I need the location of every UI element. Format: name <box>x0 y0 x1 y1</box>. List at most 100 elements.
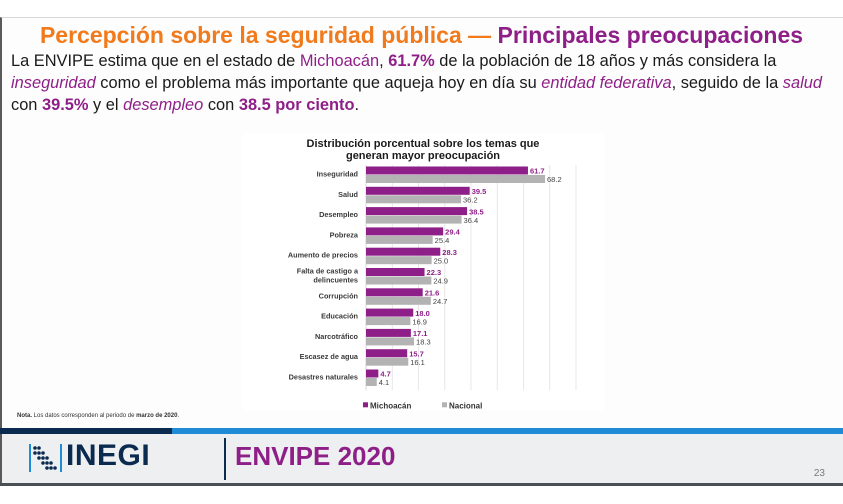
data-label-michoacan: 28.3 <box>442 248 457 257</box>
bar-nacional <box>366 378 377 386</box>
category-label: Salud <box>338 190 358 199</box>
legend-label-michoacan: Michoacán <box>370 401 411 410</box>
bar-nacional <box>366 337 415 346</box>
lead-text: con <box>203 96 239 114</box>
chart-title: Distribución porcentual sobre los temas … <box>307 138 540 150</box>
data-label-michoacan: 61.7 <box>530 167 545 176</box>
bar-michoacan <box>366 268 425 276</box>
bar-nacional <box>366 357 409 366</box>
bar-nacional <box>366 235 433 244</box>
bar-michoacan <box>366 349 408 358</box>
data-label-nacional: 36.2 <box>463 196 478 205</box>
lead-term-salud: salud <box>782 74 822 92</box>
category-label: Escasez de agua <box>300 352 359 361</box>
lead-value-inseguridad: 61.7% <box>388 52 435 70</box>
bar-michoacan <box>366 369 379 378</box>
category-label: Narcotráfico <box>315 332 359 341</box>
bar-nacional <box>366 296 431 305</box>
inegi-logo-text: INEGI <box>66 439 151 472</box>
data-label-nacional: 16.1 <box>410 358 425 367</box>
data-label-michoacan: 22.3 <box>427 268 442 277</box>
title-subtopic: Principales preocupaciones <box>497 22 804 48</box>
category-label: Desastres naturales <box>289 373 358 382</box>
data-label-michoacan: 18.0 <box>415 309 430 318</box>
legend-swatch-nacional <box>442 402 447 408</box>
lead-text: . <box>354 96 360 114</box>
bar-michoacan <box>366 328 411 337</box>
bar-michoacan <box>366 207 468 216</box>
bar-nacional <box>366 317 411 326</box>
bar-nacional <box>366 256 432 265</box>
data-label-michoacan: 39.5 <box>472 187 487 196</box>
data-label-michoacan: 29.4 <box>445 228 460 237</box>
bar-michoacan <box>366 288 423 297</box>
bar-nacional <box>366 195 462 204</box>
data-label-nacional: 36.4 <box>464 216 479 225</box>
data-label-nacional: 16.9 <box>412 317 427 326</box>
lead-text: como el problema más importante que aque… <box>95 74 542 92</box>
data-label-nacional: 4.1 <box>379 378 389 387</box>
lead-text: con <box>11 96 42 114</box>
bar-michoacan <box>366 186 470 195</box>
footnote-text: Los datos corresponden al periodo de <box>32 413 137 419</box>
data-label-michoacan: 17.1 <box>413 329 428 338</box>
chart-container: Distribución porcentual sobre los temas … <box>242 133 605 411</box>
data-label-nacional: 25.4 <box>435 236 450 245</box>
lead-term-inseguridad: inseguridad <box>11 74 96 92</box>
bar-nacional <box>366 215 462 224</box>
window-top <box>0 0 843 17</box>
category-label: Aumento de precios <box>288 251 358 260</box>
footer-bottom-border <box>0 483 843 486</box>
data-label-michoacan: 4.7 <box>380 370 390 379</box>
title-topic: Percepción sobre la seguridad pública — <box>39 22 492 48</box>
footer: INEGI ENVIPE 2020 23 <box>0 434 843 483</box>
lead-term-desempleo: desempleo <box>123 96 204 114</box>
lead-text: y el <box>88 96 124 114</box>
data-label-nacional: 24.9 <box>433 277 448 286</box>
lead-value-salud: 39.5% <box>41 96 89 114</box>
bar-michoacan <box>366 308 414 317</box>
bar-nacional <box>366 175 546 183</box>
data-label-michoacan: 38.5 <box>469 207 484 216</box>
footnote-end: . <box>177 413 180 419</box>
slide-title: Percepción sobre la seguridad pública — … <box>0 22 843 49</box>
footer-accent-blue <box>172 428 843 434</box>
footer-accent-dark <box>0 428 172 434</box>
inegi-logo-icon <box>29 444 62 472</box>
page-number: 23 <box>813 468 825 479</box>
lead-paragraph: La ENVIPE estima que en el estado de Mic… <box>11 50 837 116</box>
data-label-nacional: 18.3 <box>416 338 431 347</box>
category-label: Desempleo <box>319 210 358 219</box>
bar-michoacan <box>366 166 528 175</box>
data-label-michoacan: 15.7 <box>409 349 424 358</box>
data-label-nacional: 68.2 <box>547 175 562 184</box>
category-label: delincuentes <box>313 276 358 285</box>
data-label-nacional: 24.7 <box>433 297 448 306</box>
bar-michoacan <box>366 247 441 256</box>
category-label: Pobreza <box>330 230 359 239</box>
chart-title: generan mayor preocupación <box>346 150 500 162</box>
footnote-period: marzo de 2020 <box>136 413 178 419</box>
category-label: Corrupción <box>319 291 358 300</box>
lead-text: , <box>379 52 389 70</box>
lead-text: , seguido de la <box>671 74 783 92</box>
footnote: Nota. Los datos corresponden al periodo … <box>17 413 179 419</box>
data-label-michoacan: 21.6 <box>425 289 440 298</box>
lead-text: de la población de 18 años y más conside… <box>434 52 777 70</box>
lead-value-desempleo: 38.5 por ciento <box>238 96 355 114</box>
bar-nacional <box>366 276 432 285</box>
footer-divider <box>224 438 226 480</box>
category-label: Inseguridad <box>317 170 358 179</box>
footnote-label: Nota. <box>17 413 32 419</box>
legend-swatch-michoacan <box>363 402 368 408</box>
lead-state: Michoacán <box>299 52 380 70</box>
bar-michoacan <box>366 227 444 236</box>
legend-label-nacional: Nacional <box>449 401 482 410</box>
survey-name: ENVIPE 2020 <box>235 441 396 471</box>
bar-chart: Distribución porcentual sobre los temas … <box>288 138 577 410</box>
category-label: Falta de castigo a <box>297 267 359 276</box>
data-label-nacional: 25.0 <box>434 256 449 265</box>
category-label: Educación <box>321 312 358 321</box>
lead-term-entidad: entidad federativa <box>541 74 672 92</box>
lead-text: La ENVIPE estima que en el estado de <box>11 52 300 70</box>
